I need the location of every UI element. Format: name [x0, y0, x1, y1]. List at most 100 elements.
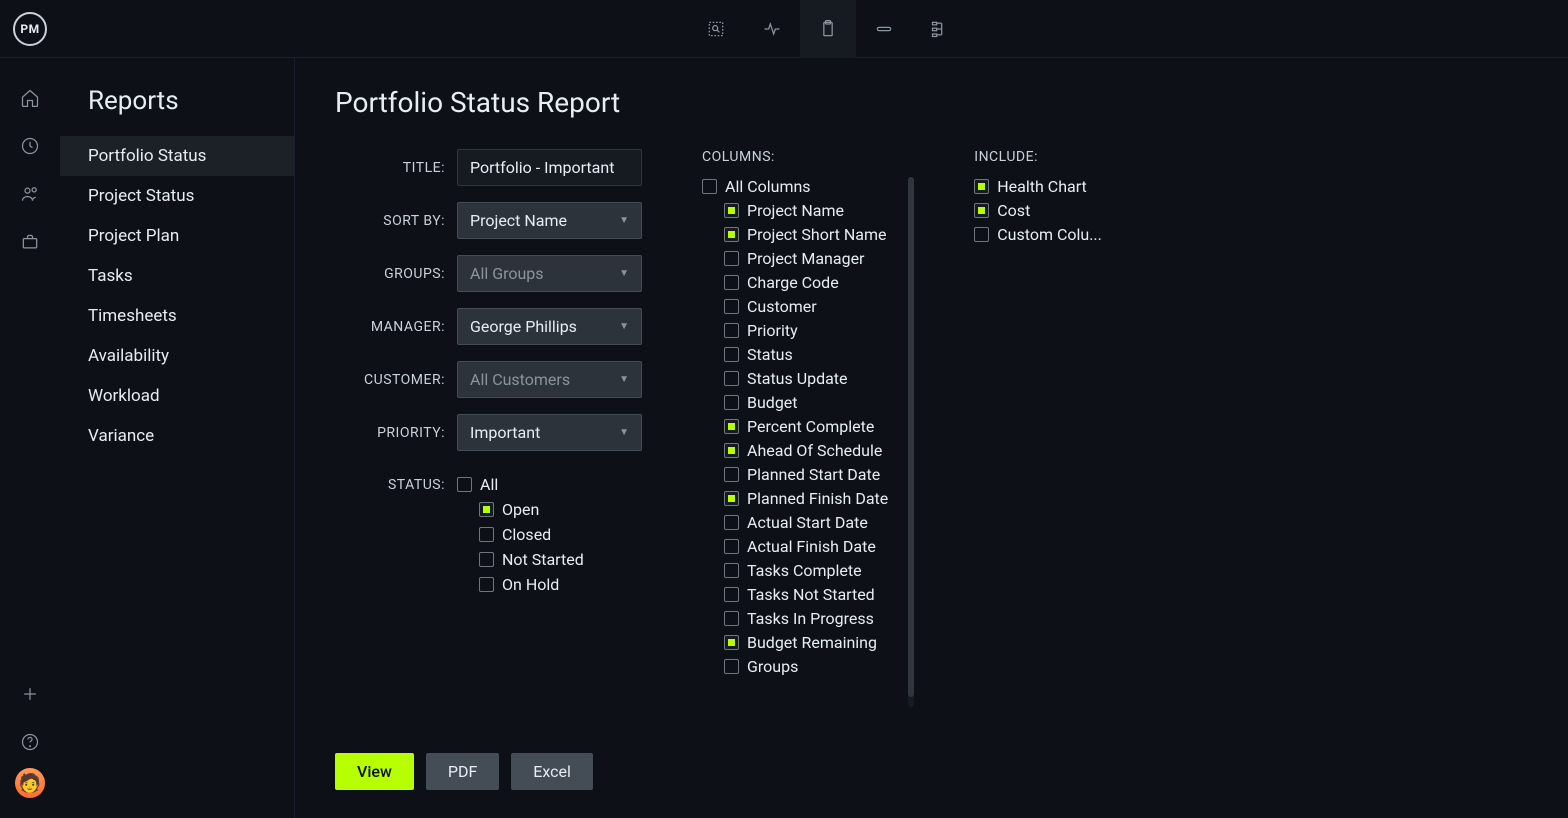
- checkbox[interactable]: [457, 477, 472, 492]
- title-input[interactable]: [457, 149, 642, 186]
- checkbox-option[interactable]: Project Name: [724, 201, 888, 220]
- checkbox[interactable]: [974, 203, 989, 218]
- checkbox-option[interactable]: Actual Start Date: [724, 513, 888, 532]
- checkbox-label: Closed: [502, 525, 551, 544]
- chevron-down-icon: ▼: [619, 427, 629, 438]
- checkbox-option[interactable]: Percent Complete: [724, 417, 888, 436]
- checkbox[interactable]: [724, 443, 739, 458]
- checkbox-label: Status: [747, 345, 793, 364]
- sort-label: SORT BY:: [335, 213, 445, 229]
- flow-icon[interactable]: [912, 0, 968, 58]
- checkbox[interactable]: [974, 227, 989, 242]
- checkbox-option[interactable]: Custom Colu...: [974, 225, 1102, 244]
- checkbox[interactable]: [724, 275, 739, 290]
- checkbox-option[interactable]: Ahead Of Schedule: [724, 441, 888, 460]
- checkbox-option[interactable]: Actual Finish Date: [724, 537, 888, 556]
- activity-icon[interactable]: [744, 0, 800, 58]
- search-page-icon[interactable]: [688, 0, 744, 58]
- groups-select[interactable]: All Groups▼: [457, 255, 642, 292]
- checkbox[interactable]: [724, 323, 739, 338]
- checkbox[interactable]: [974, 179, 989, 194]
- checkbox-option[interactable]: Planned Start Date: [724, 465, 888, 484]
- checkbox-option[interactable]: Budget: [724, 393, 888, 412]
- checkbox[interactable]: [724, 563, 739, 578]
- scrollbar[interactable]: [908, 177, 914, 707]
- checkbox-option[interactable]: Project Short Name: [724, 225, 888, 244]
- customer-select[interactable]: All Customers▼: [457, 361, 642, 398]
- report-item[interactable]: Workload: [60, 376, 294, 416]
- report-item[interactable]: Project Status: [60, 176, 294, 216]
- checkbox[interactable]: [724, 419, 739, 434]
- checkbox-option[interactable]: Budget Remaining: [724, 633, 888, 652]
- checkbox-option[interactable]: On Hold: [479, 575, 584, 594]
- checkbox[interactable]: [724, 587, 739, 602]
- checkbox[interactable]: [479, 502, 494, 517]
- report-item[interactable]: Timesheets: [60, 296, 294, 336]
- checkbox-label: Actual Start Date: [747, 513, 868, 532]
- briefcase-icon[interactable]: [8, 220, 52, 264]
- report-item[interactable]: Tasks: [60, 256, 294, 296]
- checkbox-option[interactable]: Charge Code: [724, 273, 888, 292]
- checkbox[interactable]: [724, 635, 739, 650]
- checkbox[interactable]: [724, 491, 739, 506]
- report-item[interactable]: Portfolio Status: [60, 136, 294, 176]
- checkbox[interactable]: [479, 552, 494, 567]
- scroll-thumb[interactable]: [908, 177, 914, 697]
- checkbox[interactable]: [479, 577, 494, 592]
- checkbox-label: Groups: [747, 657, 798, 676]
- pdf-button[interactable]: PDF: [426, 753, 499, 790]
- checkbox-label: Project Name: [747, 201, 844, 220]
- checkbox-option[interactable]: Cost: [974, 201, 1102, 220]
- checkbox-option[interactable]: Closed: [479, 525, 584, 544]
- checkbox[interactable]: [724, 515, 739, 530]
- checkbox-option[interactable]: Tasks Not Started: [724, 585, 888, 604]
- checkbox[interactable]: [724, 659, 739, 674]
- checkbox-option[interactable]: Status: [724, 345, 888, 364]
- checkbox[interactable]: [724, 251, 739, 266]
- checkbox[interactable]: [479, 527, 494, 542]
- checkbox[interactable]: [702, 179, 717, 194]
- checkbox-option[interactable]: Customer: [724, 297, 888, 316]
- report-item[interactable]: Project Plan: [60, 216, 294, 256]
- checkbox-option[interactable]: Project Manager: [724, 249, 888, 268]
- report-item[interactable]: Variance: [60, 416, 294, 456]
- checkbox[interactable]: [724, 539, 739, 554]
- excel-button[interactable]: Excel: [511, 753, 593, 790]
- checkbox-option[interactable]: Priority: [724, 321, 888, 340]
- checkbox[interactable]: [724, 395, 739, 410]
- checkbox-option[interactable]: Not Started: [479, 550, 584, 569]
- help-icon[interactable]: [8, 720, 52, 764]
- checkbox-option[interactable]: Health Chart: [974, 177, 1102, 196]
- checkbox-option[interactable]: All: [457, 475, 584, 494]
- checkbox-option[interactable]: Open: [479, 500, 584, 519]
- logo[interactable]: PM: [0, 12, 60, 46]
- checkbox-option[interactable]: Planned Finish Date: [724, 489, 888, 508]
- checkbox-option[interactable]: Status Update: [724, 369, 888, 388]
- sort-value: Project Name: [470, 211, 567, 230]
- checkbox[interactable]: [724, 467, 739, 482]
- people-icon[interactable]: [8, 172, 52, 216]
- checkbox[interactable]: [724, 227, 739, 242]
- report-item[interactable]: Availability: [60, 336, 294, 376]
- checkbox[interactable]: [724, 299, 739, 314]
- checkbox-option[interactable]: Tasks Complete: [724, 561, 888, 580]
- priority-select[interactable]: Important▼: [457, 414, 642, 451]
- view-button[interactable]: View: [335, 753, 414, 790]
- manager-select[interactable]: George Phillips▼: [457, 308, 642, 345]
- checkbox[interactable]: [724, 611, 739, 626]
- sort-select[interactable]: Project Name▼: [457, 202, 642, 239]
- checkbox-option[interactable]: Tasks In Progress: [724, 609, 888, 628]
- checkbox-option[interactable]: Groups: [724, 657, 888, 676]
- link-icon[interactable]: [856, 0, 912, 58]
- checkbox-option[interactable]: All Columns: [702, 177, 888, 196]
- home-icon[interactable]: [8, 76, 52, 120]
- checkbox[interactable]: [724, 371, 739, 386]
- clipboard-icon[interactable]: [800, 0, 856, 58]
- avatar[interactable]: 🧑: [15, 768, 45, 798]
- clock-icon[interactable]: [8, 124, 52, 168]
- checkbox-label: Priority: [747, 321, 798, 340]
- top-bar: PM: [0, 0, 1568, 58]
- checkbox[interactable]: [724, 347, 739, 362]
- checkbox[interactable]: [724, 203, 739, 218]
- plus-icon[interactable]: [8, 672, 52, 716]
